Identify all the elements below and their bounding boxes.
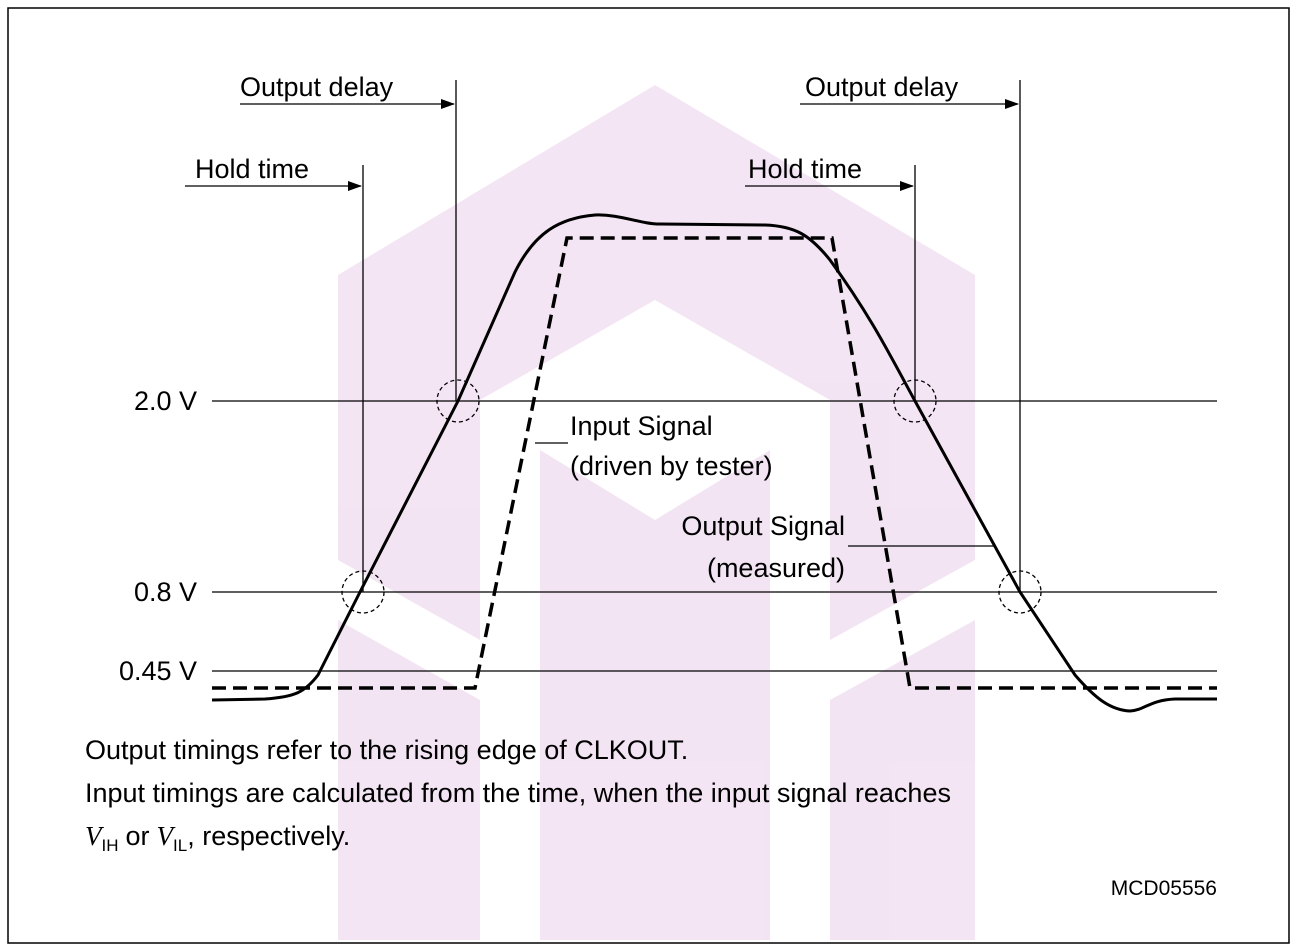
crossing-circle [893,379,937,423]
signal-label: (driven by tester) [570,451,773,481]
figure-id: MCD05556 [1111,877,1217,900]
crossing-circle [341,570,385,614]
frame [7,7,1290,944]
subscript: IH [102,836,119,855]
crossing-circle [436,379,480,423]
annotation: Hold time [195,154,309,184]
note: Input timings are calculated from the ti… [85,778,951,808]
subscript: IL [173,836,187,855]
annotation: Hold time [748,154,862,184]
input-signal [212,236,1217,690]
crossing-circle [998,570,1042,614]
level-label: 0.8 V [134,577,197,607]
symbol: V [157,821,177,851]
note-text: , respectively. [187,821,350,851]
signal-label: Output Signal [681,511,845,541]
note: Output timings refer to the rising edge … [85,735,688,765]
output-signal [211,213,1217,713]
level-label: 0.45 V [119,656,197,686]
level-label: 2.0 V [134,386,197,416]
annotation: Output delay [805,72,959,102]
signal-label: (measured) [707,553,845,583]
signal-label: Input Signal [570,411,713,441]
watermark [338,85,975,940]
note: VIH or VIL, respectively. [85,821,350,855]
note-text: or [126,821,150,851]
annotation: Output delay [240,72,394,102]
symbol: V [85,821,105,851]
